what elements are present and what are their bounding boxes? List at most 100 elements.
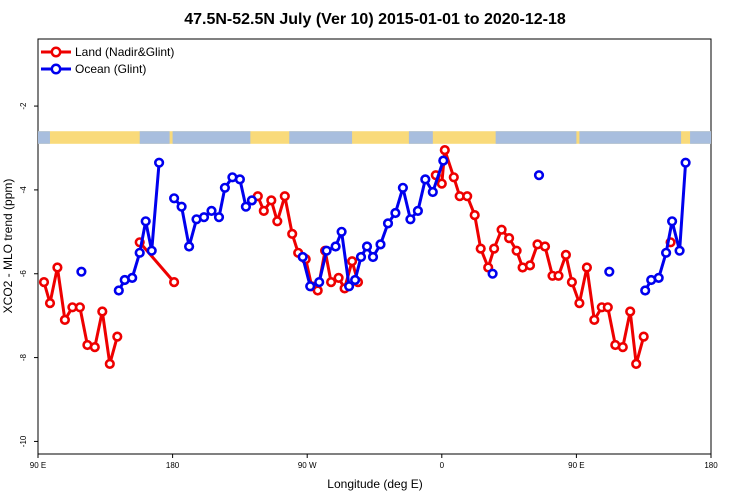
strip-ocean-band [579,131,682,144]
data-point [439,145,450,156]
strip-ocean-band [38,131,50,144]
x-tick-label: 180 [704,461,718,470]
data-point [140,216,151,227]
data-point [436,178,447,189]
data-point [112,331,123,342]
data-point [74,302,85,313]
data-point [258,205,269,216]
data-point [420,174,431,185]
data-point [38,277,50,288]
data-point [169,277,180,288]
data-point [266,195,277,206]
data-point [76,266,87,277]
data-point [438,155,449,166]
legend-marker-ocean [50,63,62,75]
legend: Land (Nadir&Glint) Ocean (Glint) [41,45,174,76]
data-point [184,241,195,252]
x-tick-label: 180 [166,461,180,470]
data-point [397,182,409,193]
data-point [104,358,115,370]
series-line [434,148,646,366]
data-point [213,212,225,223]
data-point [574,298,585,309]
data-point [89,342,100,353]
series-line [117,162,161,292]
data-point [375,239,386,250]
data-point [154,157,165,168]
data-point [52,262,63,273]
legend-label-land: Land (Nadir&Glint) [75,45,174,59]
data-point [533,170,545,181]
data-point [448,172,459,183]
data-point [305,281,316,292]
data-point [134,247,145,258]
x-tick-label: 90 W [298,461,317,470]
legend-item-ocean: Ocean (Glint) [41,62,146,76]
data-point [412,205,424,216]
series-line [643,162,688,292]
y-tick-label: -8 [19,353,28,361]
data-point [246,195,257,206]
plot-area-frame [37,38,712,455]
data-point [169,193,180,204]
x-tick-label: 90 E [30,461,46,470]
data-point [631,358,642,370]
data-point [97,306,108,317]
series-ocean [76,155,691,296]
data-point [539,241,551,252]
data-point [489,243,500,254]
data-point [44,298,56,309]
data-point [198,212,210,223]
data-point [405,214,416,225]
legend-marker-land [50,46,62,58]
strip-ocean-band [408,131,433,144]
chart-title: 47.5N-52.5N July (Ver 10) 2015-01-01 to … [184,11,566,28]
data-point [206,205,217,216]
land-ocean-strip [38,131,711,144]
x-axis-label: Longitude (deg E) [327,477,422,491]
x-tick-label: 90 E [568,461,584,470]
data-point [59,314,71,326]
x-axis: 90 E 180 90 W 0 90 E 180 [30,454,718,470]
data-point [462,191,473,202]
series-line [42,266,119,366]
data-point [333,272,344,284]
data-point [367,251,379,263]
data-point [674,245,685,256]
data-point [219,182,230,193]
series-layer [38,145,691,370]
y-tick-label: -10 [19,435,28,447]
data-point [475,243,486,254]
data-point [326,277,337,288]
legend-item-land: Land (Nadir&Glint) [41,45,174,59]
data-point [511,245,522,256]
data-point [427,186,438,198]
y-axis-label: XCO2 - MLO trend (ppm) [1,179,15,314]
data-point [314,277,325,288]
data-point [382,218,394,229]
data-point [566,277,578,288]
legend-label-ocean: Ocean (Glint) [75,62,146,76]
data-point [176,201,187,212]
strip-ocean-band [139,131,170,144]
data-point [234,174,245,185]
data-point [653,272,664,284]
data-point [355,251,367,263]
y-axis: -2 -4 -6 -8 -10 [19,102,38,447]
data-point [602,302,613,313]
data-point [344,281,355,292]
data-point [240,201,251,212]
data-point [487,268,498,279]
data-point [272,216,283,227]
data-point [330,241,341,252]
series-line [138,241,176,284]
data-point [347,256,358,267]
data-point [553,270,564,281]
data-point [287,228,298,239]
data-point [113,285,124,296]
data-point [496,224,507,235]
data-point [666,216,678,227]
data-point [390,207,401,219]
strip-ocean-band [172,131,251,144]
y-tick-label: -4 [19,186,28,194]
